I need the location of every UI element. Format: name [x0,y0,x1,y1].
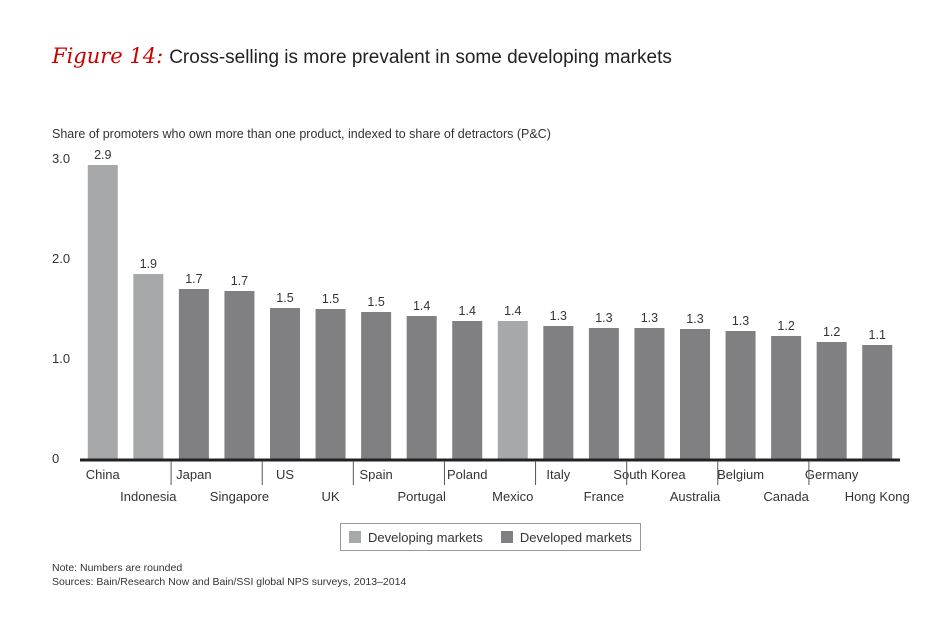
bar-portugal [406,316,437,459]
bar-hong-kong [862,345,893,459]
legend-swatch-developed [500,531,513,543]
data-label: 1.2 [777,319,794,333]
x-tick-label: Germany [805,467,859,482]
bar-spain [361,312,392,459]
sources-text: Sources: Bain/Research Now and Bain/SSI … [52,576,407,588]
x-tick-label: Italy [546,467,570,482]
data-label: 1.3 [595,311,612,325]
data-label: 1.3 [686,312,703,326]
bar-canada [771,336,802,459]
note-text: Note: Numbers are rounded [52,562,183,574]
figure-label: Figure 14: [52,44,164,68]
bar-poland [452,321,483,459]
bar-australia [680,329,710,459]
x-tick-label: Mexico [492,489,533,504]
data-label: 1.4 [413,299,430,313]
data-label: 1.4 [459,304,476,318]
bar-germany [816,342,847,459]
legend-item-developed: Developed markets [500,529,632,545]
data-label: 1.1 [869,328,886,342]
data-label: 1.5 [276,291,293,305]
x-tick-label: China [86,467,121,482]
legend-swatch-developing [349,531,361,543]
x-tick-label: Portugal [397,489,446,504]
bar-uk [315,309,346,459]
bar-japan [178,289,209,459]
x-tick-label: Spain [359,467,392,482]
x-tick-label: Australia [670,489,721,504]
y-tick-label: 0 [52,451,59,466]
bar-indonesia [133,274,164,459]
data-label: 1.9 [140,257,157,271]
y-tick-label: 3.0 [52,151,70,166]
data-label: 1.2 [823,325,840,339]
y-tick-label: 1.0 [52,351,70,366]
data-label: 1.5 [367,295,384,309]
x-tick-label: Hong Kong [845,489,910,504]
bar-mexico [497,321,528,459]
y-axis-description: Share of promoters who own more than one… [52,127,551,141]
x-tick-label: Japan [176,467,211,482]
x-tick-label: Singapore [210,489,269,504]
x-tick-label: US [276,467,294,482]
legend-label-developed: Developed markets [519,529,632,545]
figure-title-text: Cross-selling is more prevalent in some … [169,47,672,68]
legend-item-developing: Developing markets [349,530,483,545]
data-label: 1.3 [641,311,658,325]
bar-italy [543,326,574,459]
bar-china [87,165,118,459]
bar-south-korea [634,328,665,459]
data-label: 1.5 [322,292,339,306]
x-tick-label: Indonesia [120,489,177,504]
data-label: 1.7 [231,274,248,288]
x-tick-label: South Korea [613,467,686,482]
legend: Developing markets Developed markets [340,523,641,551]
x-tick-label: Canada [763,489,809,504]
x-tick-label: UK [322,489,340,504]
x-tick-label: Belgium [717,467,764,482]
legend-label-developing: Developing markets [368,529,483,545]
data-label: 2.9 [94,148,111,162]
data-label: 1.3 [732,314,749,328]
x-tick-label: France [584,489,624,504]
data-label: 1.7 [185,272,202,286]
x-tick-label: Poland [447,467,487,482]
bar-singapore [224,291,255,459]
bar-us [270,308,300,459]
y-tick-label: 2.0 [52,251,70,266]
data-label: 1.4 [504,304,521,318]
figure-title: Figure 14: Cross-selling is more prevalen… [52,44,672,69]
data-label: 1.3 [550,309,567,323]
bar-belgium [725,331,756,459]
bar-france [588,328,619,459]
